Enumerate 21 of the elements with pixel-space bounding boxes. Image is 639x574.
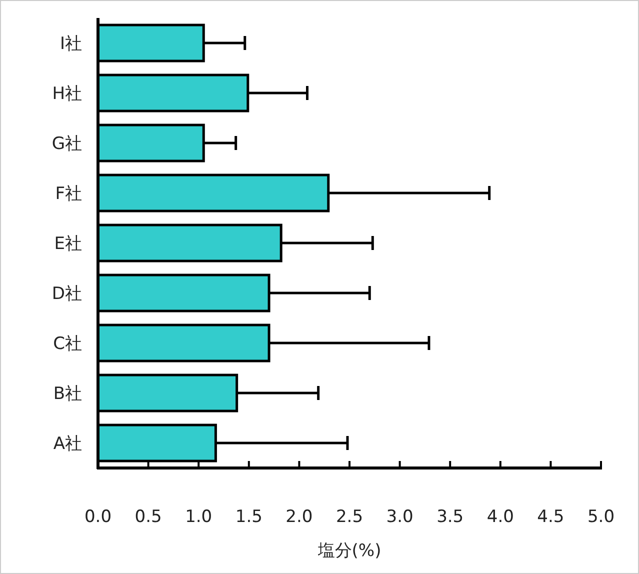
y-tick-label: E社 <box>54 234 82 254</box>
x-tick-label: 2.0 <box>286 507 313 527</box>
y-tick-label: I社 <box>60 34 82 54</box>
x-tick-label: 1.0 <box>185 507 212 527</box>
y-tick-label: F社 <box>55 184 82 204</box>
x-tick-label: 2.5 <box>336 507 364 527</box>
x-tick-label: 3.0 <box>386 507 414 527</box>
y-tick-label: A社 <box>53 434 82 454</box>
x-tick-label: 3.5 <box>436 507 464 527</box>
x-tick-label: 4.0 <box>486 507 514 527</box>
y-tick-label: B社 <box>53 384 82 404</box>
y-tick-label: G社 <box>52 134 82 154</box>
x-tick-label: 5.0 <box>587 507 615 527</box>
x-axis-title: 塩分(%) <box>316 541 382 561</box>
y-tick-label: H社 <box>52 84 82 104</box>
y-tick-label: C社 <box>53 334 82 354</box>
x-tick-label: 0.0 <box>84 507 112 527</box>
y-tick-label: D社 <box>52 284 82 304</box>
x-tick-label: 1.5 <box>235 507 262 527</box>
x-tick-label: 4.5 <box>537 507 564 527</box>
x-tick-label: 0.5 <box>134 507 162 527</box>
